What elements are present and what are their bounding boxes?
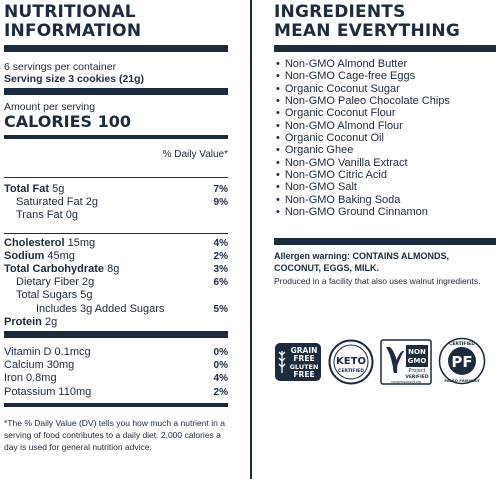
divider	[4, 232, 228, 234]
amount-per-serving: Amount per serving	[4, 101, 96, 113]
paleo-friendly-badge: CERTIFIED PF PALEO FRIENDLY	[438, 337, 486, 385]
svg-text:GMO: GMO	[408, 357, 427, 365]
certification-badges: GRAIN FREE GLUTEN FREE KETO CERTIFIED NO…	[274, 337, 496, 385]
list-item: Non-GMO Paleo Chocolate Chips	[274, 95, 496, 107]
list-item: Non-GMO Ground Cinnamon	[274, 206, 496, 218]
ingredients-list: Non-GMO Almond Butter Non-GMO Cage-free …	[274, 58, 496, 218]
dietary-fiber-row: Dietary Fiber 2g 6%	[16, 276, 228, 289]
svg-text:NON: NON	[408, 348, 426, 356]
list-item: Non-GMO Vanilla Extract	[274, 157, 496, 169]
svg-text:FREE: FREE	[293, 354, 314, 363]
list-item: Organic Coconut Flour	[274, 107, 496, 119]
grain-free-badge: GRAIN FREE GLUTEN FREE	[274, 339, 322, 385]
svg-text:PF: PF	[451, 353, 472, 371]
ingredients-title: INGREDIENTS MEAN EVERYTHING	[274, 2, 461, 41]
calcium-row: Calcium 30mg 0%	[4, 359, 228, 372]
ingredients-panel: INGREDIENTS MEAN EVERYTHING Non-GMO Almo…	[274, 0, 496, 288]
divider	[4, 45, 228, 52]
calories: CALORIES 100	[4, 112, 132, 131]
total-fat-row: Total Fat 5g 7%	[4, 183, 228, 195]
list-item: Non-GMO Baking Soda	[274, 194, 496, 206]
paleo-seal-icon: CERTIFIED PF PALEO FRIENDLY	[438, 337, 486, 385]
total-sugars-row: Total Sugars 5g	[16, 289, 93, 302]
iron-row: Iron 0.8mg 4%	[4, 372, 228, 385]
saturated-fat-row: Saturated Fat 2g 9%	[16, 196, 228, 209]
daily-value-footnote: *The % Daily Value (DV) tells you how mu…	[4, 417, 225, 452]
keto-seal-icon: KETO CERTIFIED	[328, 339, 374, 385]
sodium-row: Sodium 45mg 2%	[4, 249, 228, 262]
daily-value-header: % Daily Value*	[162, 149, 228, 160]
cholesterol-row: Cholesterol 15mg 4%	[4, 236, 228, 249]
svg-text:VERIFIED: VERIFIED	[405, 374, 429, 380]
svg-text:CERTIFIED: CERTIFIED	[338, 368, 364, 374]
svg-text:PALEO FRIENDLY: PALEO FRIENDLY	[444, 378, 480, 383]
svg-text:Project: Project	[408, 368, 425, 374]
list-item: Organic Ghee	[274, 144, 496, 156]
svg-text:CERTIFIED: CERTIFIED	[449, 341, 475, 347]
trans-fat-row: Trans Fat 0g	[16, 209, 78, 222]
total-carbohydrate-row: Total Carbohydrate 8g 3%	[4, 263, 228, 276]
svg-text:GLUTEN: GLUTEN	[290, 363, 319, 371]
fat-section: Total Fat 5g 7% Saturated Fat 2g 9% Tran…	[4, 183, 228, 223]
serving-size: Serving size 3 cookies (21g)	[4, 73, 145, 85]
list-item: Non-GMO Salt	[274, 181, 496, 193]
list-item: Non-GMO Cage-free Eggs	[274, 70, 496, 82]
svg-text:KETO: KETO	[336, 356, 366, 367]
svg-text:nongmoproject.org: nongmoproject.org	[391, 380, 421, 384]
nutrition-title: NUTRITIONAL INFORMATION	[4, 2, 142, 41]
facility-note: Produced in a facility that also uses wa…	[274, 276, 481, 287]
nutrients-section: Cholesterol 15mg 4% Sodium 45mg 2% Total…	[4, 237, 228, 329]
list-item: Non-GMO Citric Acid	[274, 169, 496, 181]
list-item: Non-GMO Almond Butter	[274, 58, 496, 70]
wheat-icon: GRAIN FREE GLUTEN FREE	[275, 343, 321, 381]
divider	[4, 135, 228, 139]
list-item: Organic Coconut Oil	[274, 132, 496, 144]
divider	[4, 88, 228, 95]
potassium-row: Potassium 110mg 2%	[4, 385, 228, 398]
divider	[274, 45, 496, 52]
divider	[4, 177, 228, 178]
protein-row: Protein 2g	[4, 315, 58, 328]
svg-text:FREE: FREE	[293, 370, 314, 379]
divider	[274, 238, 496, 246]
added-sugars-row: Includes 3g Added Sugars 5%	[36, 302, 228, 315]
list-item: Non-GMO Almond Flour	[274, 120, 496, 132]
servings-per-container: 6 servings per container	[4, 61, 117, 73]
svg-text:GRAIN: GRAIN	[291, 346, 318, 355]
vitamins-section: Vitamin D 0.1mcg 0% Calcium 30mg 0% Iron…	[4, 346, 228, 399]
non-gmo-badge: NON GMO Project VERIFIED nongmoproject.o…	[380, 339, 432, 385]
keto-certified-badge: KETO CERTIFIED	[328, 339, 374, 385]
butterfly-icon: NON GMO Project VERIFIED nongmoproject.o…	[380, 339, 432, 385]
vitamin-d-row: Vitamin D 0.1mcg 0%	[4, 346, 228, 359]
divider	[4, 331, 228, 339]
divider	[4, 402, 228, 407]
column-divider	[250, 0, 252, 479]
list-item: Organic Coconut Sugar	[274, 83, 496, 95]
allergen-warning: Allergen warning: CONTAINS ALMONDS, COCO…	[274, 251, 450, 274]
nutrition-panel: NUTRITIONAL INFORMATION 6 servings per c…	[4, 0, 228, 453]
